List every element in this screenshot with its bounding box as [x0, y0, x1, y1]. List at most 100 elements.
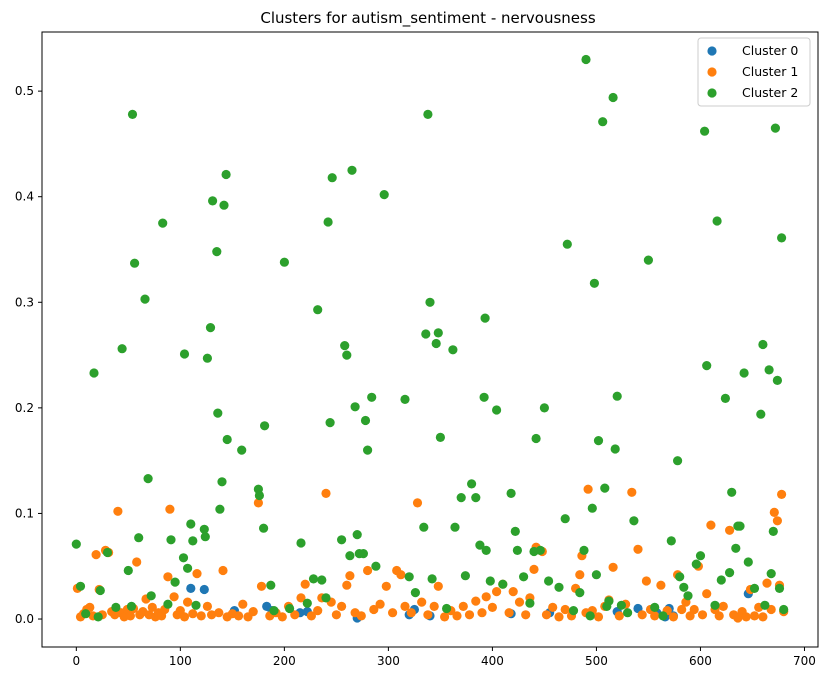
data-point	[467, 479, 477, 489]
data-point	[677, 604, 687, 615]
data-point	[450, 522, 460, 532]
data-point	[480, 313, 490, 323]
data-point	[356, 611, 366, 621]
data-point	[772, 516, 783, 526]
data-point	[421, 329, 431, 339]
data-point	[412, 498, 423, 508]
y-tick-label: 0.1	[15, 506, 34, 520]
data-point	[163, 572, 173, 582]
data-point	[340, 341, 350, 351]
data-point	[485, 576, 495, 586]
data-point	[93, 612, 103, 622]
data-point	[442, 603, 452, 614]
legend-label: Cluster 1	[742, 64, 798, 79]
data-point	[81, 609, 91, 619]
data-point	[766, 569, 776, 579]
data-point	[296, 593, 306, 603]
data-point	[188, 536, 198, 546]
data-point	[521, 610, 531, 620]
data-point	[367, 392, 377, 402]
data-point	[165, 504, 175, 514]
data-point	[720, 393, 731, 403]
data-point	[123, 565, 133, 576]
data-point	[188, 609, 198, 619]
data-point	[337, 535, 347, 545]
data-point	[199, 524, 209, 534]
data-point	[531, 433, 541, 444]
data-point	[562, 239, 572, 249]
data-point	[593, 612, 604, 622]
data-point	[256, 581, 267, 591]
data-point	[417, 597, 427, 607]
data-point	[554, 582, 564, 592]
data-point	[302, 598, 312, 608]
data-point	[259, 523, 269, 533]
data-point	[350, 402, 360, 412]
data-point	[345, 551, 355, 561]
data-point	[560, 514, 570, 524]
data-point	[477, 608, 487, 618]
data-point	[777, 233, 787, 243]
data-point	[170, 577, 180, 587]
y-tick-label: 0.0	[15, 612, 34, 626]
data-point	[758, 339, 768, 350]
data-point	[360, 415, 371, 426]
data-point	[471, 596, 481, 606]
data-point	[774, 583, 785, 594]
data-point	[127, 109, 138, 119]
data-point	[321, 488, 331, 498]
data-point	[758, 612, 768, 622]
y-tick-label: 0.4	[15, 190, 34, 204]
data-point	[643, 255, 654, 265]
data-point	[313, 606, 323, 616]
data-point	[777, 489, 787, 499]
y-axis: 0.0 0.1 0.2 0.3 0.4 0.5	[15, 84, 42, 626]
data-point	[756, 409, 766, 419]
data-point	[179, 349, 190, 359]
data-point	[739, 368, 749, 378]
data-point	[768, 526, 778, 537]
data-point	[560, 604, 570, 615]
x-tick-label: 400	[481, 654, 504, 668]
data-point	[481, 545, 491, 556]
data-point	[196, 611, 206, 621]
data-point	[248, 607, 258, 617]
data-point	[269, 606, 279, 616]
data-point	[673, 456, 683, 466]
data-point	[192, 569, 202, 579]
data-point	[345, 571, 355, 581]
data-point	[600, 483, 610, 493]
data-point	[186, 519, 196, 529]
data-point	[716, 575, 726, 585]
data-point	[217, 477, 227, 487]
plot-area	[71, 54, 789, 623]
data-point	[529, 564, 539, 575]
data-point	[641, 576, 652, 586]
data-point	[313, 305, 323, 315]
data-point	[125, 611, 135, 621]
data-point	[440, 612, 450, 622]
data-point	[140, 294, 150, 304]
data-point	[146, 591, 156, 601]
y-tick-label: 0.3	[15, 295, 34, 309]
data-point	[512, 545, 523, 556]
data-point	[743, 557, 753, 567]
data-point	[656, 580, 666, 590]
data-point	[604, 596, 614, 606]
data-point	[535, 545, 545, 556]
data-point	[91, 550, 101, 560]
data-point	[769, 507, 779, 517]
data-point	[321, 593, 331, 603]
data-point	[608, 562, 618, 572]
data-point	[113, 506, 123, 516]
data-point	[492, 405, 502, 415]
data-point	[458, 601, 468, 612]
data-point	[481, 592, 491, 602]
data-point	[464, 610, 475, 620]
data-point	[213, 408, 223, 418]
data-point	[134, 533, 144, 543]
data-point	[254, 490, 264, 501]
data-point	[208, 196, 218, 206]
legend-box	[697, 37, 811, 107]
data-point	[215, 504, 225, 514]
